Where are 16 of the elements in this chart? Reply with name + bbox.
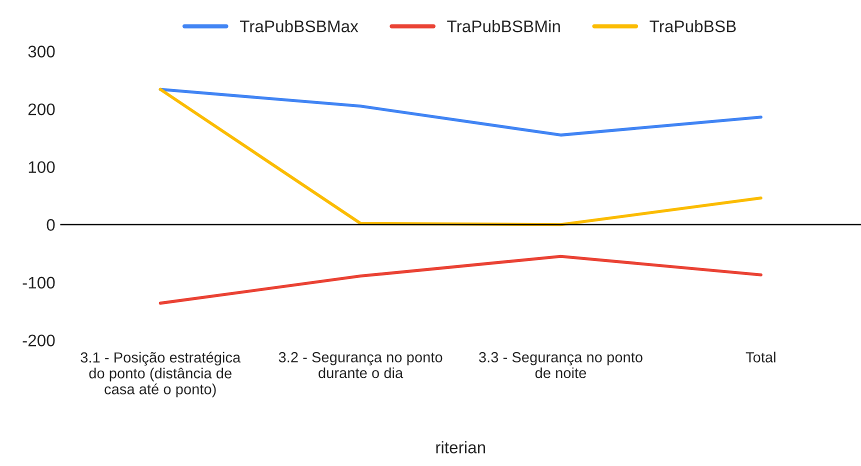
x-tick-label: Total: [746, 352, 776, 362]
y-tick-label: -100: [22, 276, 55, 289]
x-tick-label: 3.3 - Segurança no ponto de noite: [478, 352, 642, 378]
y-tick-label: -200: [22, 334, 55, 346]
y-tick-label: 0: [46, 219, 55, 231]
x-tick-label: 3.2 - Segurança no ponto durante o dia: [278, 352, 442, 378]
x-axis-title: riterian: [436, 441, 486, 454]
y-tick-label: 100: [28, 161, 55, 174]
y-tick-label: 200: [28, 103, 55, 116]
y-tick-label: 300: [28, 46, 55, 58]
line-series: [158, 88, 762, 137]
legend-label: TraPubBSB: [650, 20, 736, 32]
x-tick-label: 3.1 - Posição estratégica do ponto (distância de casa até o ponto): [80, 352, 241, 398]
legend-label: TraPubBSBMax: [240, 20, 358, 32]
legend-label: TraPubBSBMin: [447, 20, 560, 32]
line-series: [158, 254, 762, 305]
